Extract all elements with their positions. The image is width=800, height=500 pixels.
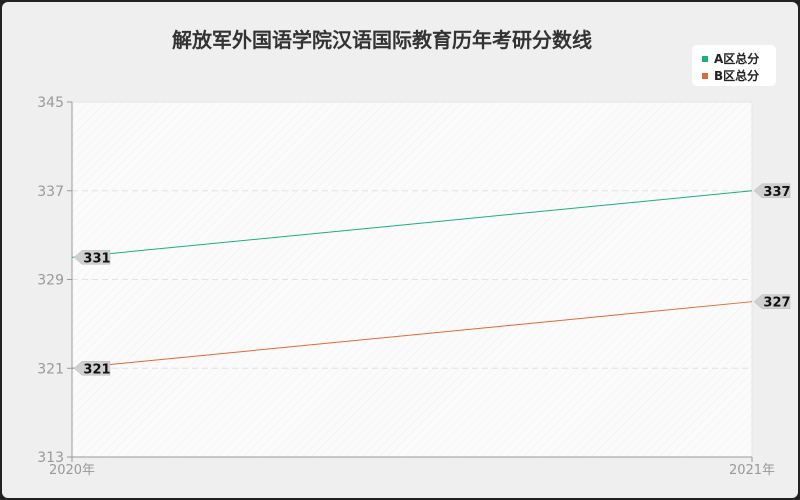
data-label-tag xyxy=(753,294,791,309)
data-label: 327 xyxy=(763,296,790,311)
y-tick-label: 329 xyxy=(37,273,64,289)
x-tick-label: 2020年 xyxy=(49,463,95,478)
legend-swatch xyxy=(702,55,708,62)
series-line xyxy=(71,190,753,258)
y-tick-label: 313 xyxy=(37,450,64,466)
legend-label: A区总分 xyxy=(714,52,760,66)
legend-swatch xyxy=(702,72,708,79)
y-tick-label: 345 xyxy=(37,95,64,111)
data-label: 321 xyxy=(83,362,110,377)
y-tick-label: 337 xyxy=(37,184,64,200)
data-label-tag xyxy=(753,183,791,198)
series-line xyxy=(71,301,753,369)
data-label: 337 xyxy=(763,185,790,200)
data-label: 331 xyxy=(83,251,110,266)
data-label-tag xyxy=(73,361,111,376)
legend-item-b[interactable]: B区总分 xyxy=(702,67,759,84)
legend-item-a[interactable]: A区总分 xyxy=(702,50,759,67)
data-label-tag xyxy=(73,250,111,265)
legend: A区总分 B区总分 xyxy=(692,45,776,86)
legend-label: B区总分 xyxy=(714,69,760,83)
y-tick-label: 321 xyxy=(37,361,64,377)
x-tick-label: 2021年 xyxy=(729,463,775,478)
chart-title: 解放军外国语学院汉语国际教育历年考研分数线 xyxy=(172,28,592,52)
